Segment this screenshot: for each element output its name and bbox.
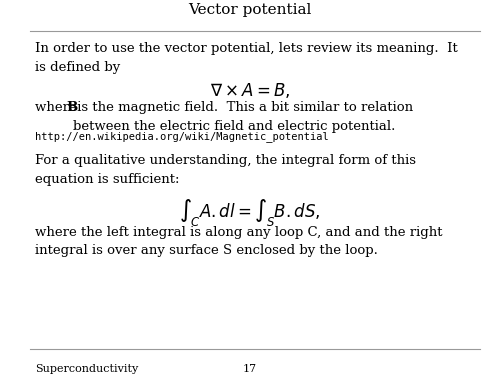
Text: $\int_C A.dl = \int_S B.dS,$: $\int_C A.dl = \int_S B.dS,$	[179, 197, 321, 228]
Text: is the magnetic field.  This a bit similar to relation
between the electric fiel: is the magnetic field. This a bit simila…	[73, 101, 413, 133]
Text: Vector potential: Vector potential	[188, 3, 312, 17]
Text: where the left integral is along any loop C, and and the right
integral is over : where the left integral is along any loo…	[35, 226, 442, 257]
Text: where: where	[35, 101, 81, 114]
Text: http://en.wikipedia.org/wiki/Magnetic_potential: http://en.wikipedia.org/wiki/Magnetic_po…	[35, 131, 329, 142]
Text: Superconductivity: Superconductivity	[35, 364, 138, 374]
Text: 17: 17	[243, 364, 257, 374]
Text: B: B	[66, 101, 77, 114]
Text: In order to use the vector potential, lets review its meaning.  It
is defined by: In order to use the vector potential, le…	[35, 42, 458, 74]
Text: $\nabla \times A = B,$: $\nabla \times A = B,$	[210, 81, 290, 100]
Text: For a qualitative understanding, the integral form of this
equation is sufficien: For a qualitative understanding, the int…	[35, 154, 416, 186]
